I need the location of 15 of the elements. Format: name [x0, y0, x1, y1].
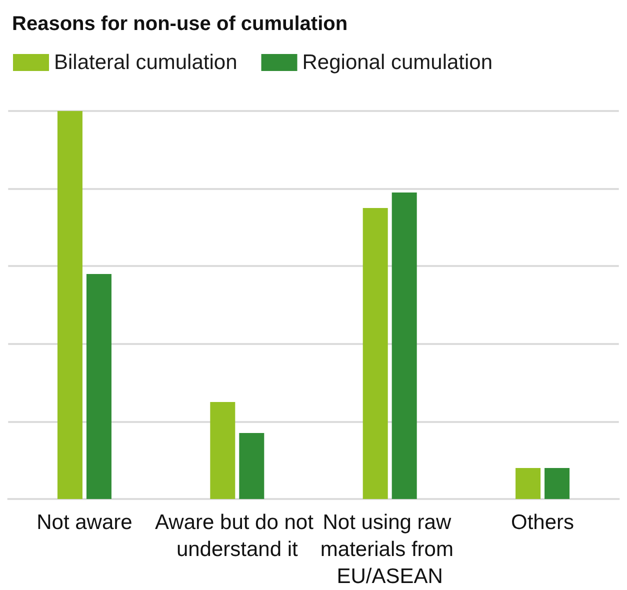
bar [210, 402, 236, 499]
chart-title: Reasons for non-use of cumulation [12, 13, 348, 35]
bar [392, 192, 417, 499]
bar [239, 433, 264, 499]
x-tick-label: Not using raw materials from EU/ASEAN [320, 511, 460, 588]
bar [516, 468, 541, 499]
x-tick-label: Not aware [36, 511, 132, 534]
x-tick-label: Aware but do not understand it [155, 511, 320, 561]
x-tick-label: Others [511, 511, 574, 534]
legend-label: Bilateral cumulation [54, 51, 238, 74]
bar [57, 111, 82, 499]
bar [86, 274, 112, 499]
bar [544, 468, 570, 499]
bar [362, 208, 388, 499]
legend-label: Regional cumulation [302, 51, 493, 74]
